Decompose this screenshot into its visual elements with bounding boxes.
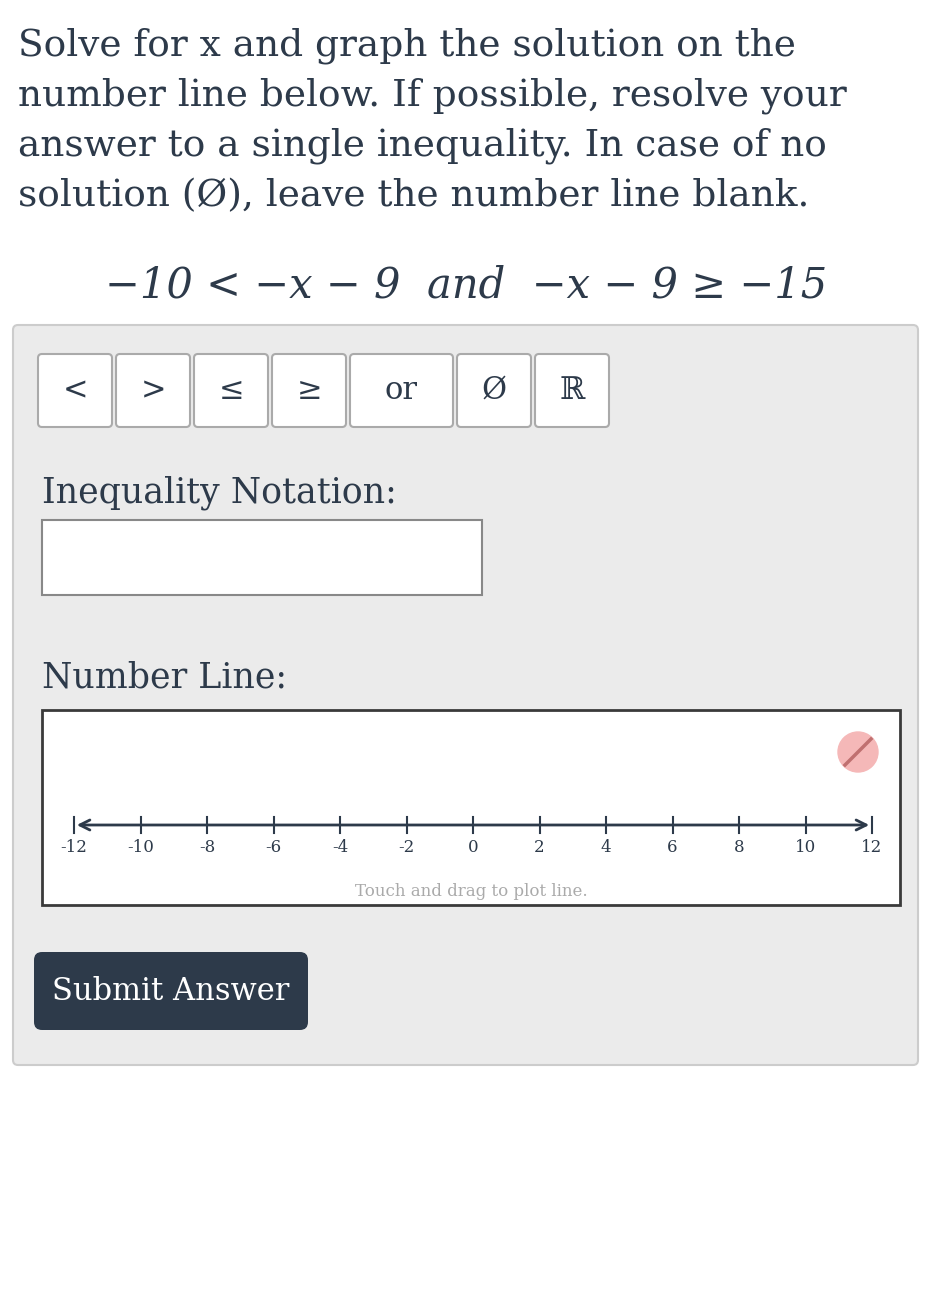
Text: -4: -4: [332, 838, 349, 855]
Text: 0: 0: [468, 838, 478, 855]
FancyBboxPatch shape: [272, 354, 346, 426]
Text: Solve for x and graph the solution on the: Solve for x and graph the solution on th…: [18, 28, 796, 64]
FancyBboxPatch shape: [535, 354, 609, 426]
Text: answer to a single inequality. In case of no: answer to a single inequality. In case o…: [18, 129, 827, 164]
FancyBboxPatch shape: [42, 710, 900, 905]
Text: -2: -2: [398, 838, 415, 855]
Text: number line below. If possible, resolve your: number line below. If possible, resolve …: [18, 77, 847, 114]
Text: 10: 10: [795, 838, 816, 855]
Text: ≤: ≤: [218, 375, 244, 405]
Text: or: or: [385, 375, 418, 405]
Circle shape: [838, 732, 878, 771]
Text: Number Line:: Number Line:: [42, 660, 287, 694]
FancyBboxPatch shape: [38, 354, 112, 426]
Text: Inequality Notation:: Inequality Notation:: [42, 475, 397, 509]
Text: Ø: Ø: [482, 375, 507, 405]
FancyBboxPatch shape: [42, 520, 482, 596]
Text: -10: -10: [127, 838, 154, 855]
FancyBboxPatch shape: [116, 354, 190, 426]
FancyBboxPatch shape: [13, 325, 918, 1065]
FancyBboxPatch shape: [34, 953, 308, 1030]
Text: Touch and drag to plot line.: Touch and drag to plot line.: [355, 883, 587, 900]
Text: -6: -6: [266, 838, 281, 855]
Text: -8: -8: [199, 838, 215, 855]
Text: ≥: ≥: [296, 375, 322, 405]
Text: ℝ: ℝ: [559, 375, 584, 405]
FancyBboxPatch shape: [350, 354, 453, 426]
Text: 8: 8: [733, 838, 745, 855]
Text: <: <: [62, 375, 88, 405]
Text: solution (Ø), leave the number line blank.: solution (Ø), leave the number line blan…: [18, 178, 809, 214]
Text: 4: 4: [601, 838, 611, 855]
Text: Submit Answer: Submit Answer: [52, 976, 290, 1006]
Text: 2: 2: [534, 838, 545, 855]
Text: 6: 6: [667, 838, 678, 855]
FancyBboxPatch shape: [194, 354, 268, 426]
FancyBboxPatch shape: [457, 354, 531, 426]
Text: >: >: [140, 375, 166, 405]
Text: -12: -12: [61, 838, 88, 855]
Text: −10 < −x − 9  and  −x − 9 ≥ −15: −10 < −x − 9 and −x − 9 ≥ −15: [105, 265, 827, 307]
Text: 12: 12: [861, 838, 883, 855]
